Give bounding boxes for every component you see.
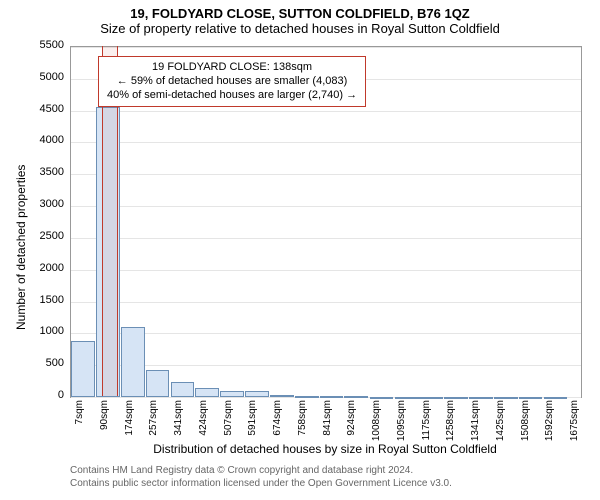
annot-line1: 19 FOLDYARD CLOSE: 138sqm bbox=[107, 61, 357, 75]
grid-line bbox=[71, 111, 581, 112]
y-tick: 4500 bbox=[0, 103, 64, 115]
grid-line bbox=[71, 270, 581, 271]
y-tick: 5000 bbox=[0, 71, 64, 83]
attribution: Contains HM Land Registry data © Crown c… bbox=[70, 464, 452, 490]
histogram-bar bbox=[469, 397, 493, 399]
title-line1: 19, FOLDYARD CLOSE, SUTTON COLDFIELD, B7… bbox=[0, 6, 600, 21]
annot-line3: 40% of semi-detached houses are larger (… bbox=[107, 89, 357, 103]
x-axis-label: Distribution of detached houses by size … bbox=[70, 442, 580, 456]
y-tick: 2500 bbox=[0, 230, 64, 242]
histogram-bar bbox=[519, 397, 543, 399]
histogram-bar bbox=[370, 397, 394, 399]
y-tick: 0 bbox=[0, 389, 64, 401]
grid-line bbox=[71, 365, 581, 366]
histogram-bar bbox=[295, 396, 319, 398]
histogram-bar bbox=[544, 397, 568, 399]
grid-line bbox=[71, 302, 581, 303]
histogram-bar bbox=[494, 397, 518, 399]
histogram-bar bbox=[146, 370, 170, 397]
title-line2: Size of property relative to detached ho… bbox=[0, 21, 600, 36]
histogram-bar bbox=[419, 397, 443, 399]
histogram-bar bbox=[320, 396, 344, 398]
y-tick: 3000 bbox=[0, 198, 64, 210]
histogram-bar bbox=[71, 341, 95, 397]
grid-line bbox=[71, 142, 581, 143]
histogram-bar bbox=[270, 395, 294, 397]
y-tick: 5500 bbox=[0, 39, 64, 51]
attrib-line2: Contains public sector information licen… bbox=[70, 477, 452, 490]
annot-line2: ← 59% of detached houses are smaller (4,… bbox=[107, 75, 357, 89]
histogram-bar bbox=[444, 397, 468, 399]
y-tick: 1000 bbox=[0, 325, 64, 337]
chart-titles: 19, FOLDYARD CLOSE, SUTTON COLDFIELD, B7… bbox=[0, 0, 600, 36]
grid-line bbox=[71, 238, 581, 239]
annotation-box: 19 FOLDYARD CLOSE: 138sqm ← 59% of detac… bbox=[98, 56, 366, 107]
histogram-bar bbox=[220, 391, 244, 397]
histogram-bar bbox=[171, 382, 195, 397]
attrib-line1: Contains HM Land Registry data © Crown c… bbox=[70, 464, 452, 477]
y-tick: 1500 bbox=[0, 294, 64, 306]
histogram-bar bbox=[245, 391, 269, 397]
histogram-bar bbox=[395, 397, 419, 399]
grid-line bbox=[71, 333, 581, 334]
y-tick: 2000 bbox=[0, 262, 64, 274]
chart-container: 19, FOLDYARD CLOSE, SUTTON COLDFIELD, B7… bbox=[0, 0, 600, 500]
y-tick: 500 bbox=[0, 357, 64, 369]
grid-line bbox=[71, 47, 581, 48]
histogram-bar bbox=[121, 327, 145, 397]
histogram-bar bbox=[344, 396, 368, 398]
histogram-bar bbox=[195, 388, 219, 397]
grid-line bbox=[71, 206, 581, 207]
grid-line bbox=[71, 174, 581, 175]
y-tick: 3500 bbox=[0, 166, 64, 178]
y-tick: 4000 bbox=[0, 134, 64, 146]
